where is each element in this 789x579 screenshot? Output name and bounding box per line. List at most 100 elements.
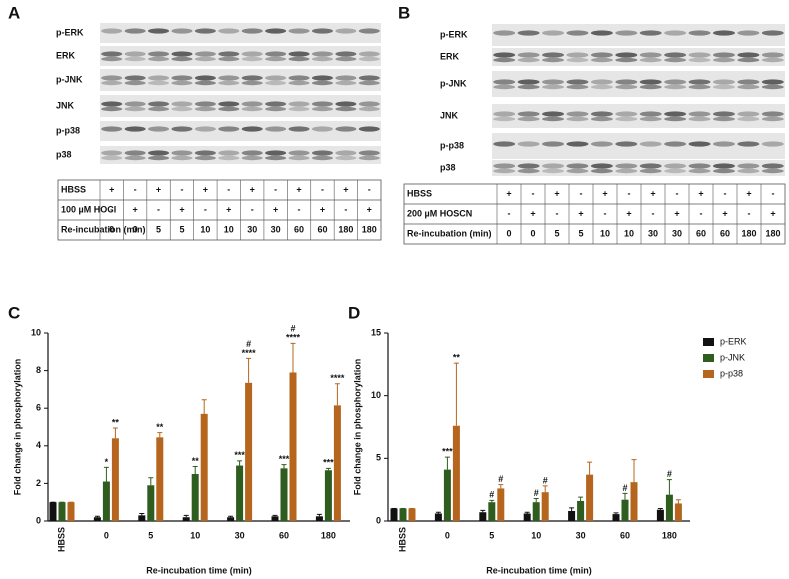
blot-band [590,57,613,63]
blot-band [639,57,662,63]
blot-band [664,168,687,174]
blot-band [590,52,613,58]
blot-label: p38 [440,162,456,172]
blot-band [615,116,638,122]
blot-band [101,51,123,57]
blot-band [542,52,565,58]
blot-band [265,51,287,57]
cell: 0 [530,228,535,238]
cell: - [700,208,703,218]
significance: *** [323,458,334,468]
blot-band [517,30,540,36]
blot-band [148,51,170,57]
y-tick-label: 15 [371,327,381,337]
error-bar [94,515,100,518]
blot-band [737,141,760,147]
blot-band [664,79,687,85]
blot-band [493,79,516,85]
blot-band [288,126,310,132]
cell: - [772,188,775,198]
error-bar [613,512,619,515]
blot-band [288,80,310,86]
row-label: 200 µM HOSCN [407,208,472,218]
cell: - [652,208,655,218]
cell: 180 [362,224,377,234]
blot-band [124,155,146,161]
blot-band [148,101,170,107]
blot-band [288,51,310,57]
blot-band [517,111,540,117]
blot-band [737,30,760,36]
cell: + [179,204,184,214]
blot-band [358,51,380,57]
cell: + [626,208,631,218]
significance: # [534,488,539,498]
blot-band [265,56,287,62]
x-tick-label: 5 [489,530,494,540]
cell: - [110,204,113,214]
cell: 30 [247,224,257,234]
blot-band [517,168,540,174]
blot-band [542,111,565,117]
blot-band [265,75,287,81]
cell: - [344,204,347,214]
x-axis-label: Re-incubation time (min) [486,565,592,575]
bar [621,499,629,521]
error-bar [157,432,163,438]
error-bar [290,342,296,373]
bar [200,413,208,521]
blot-band [148,28,170,34]
table-border [57,179,382,241]
blot-band [101,28,123,34]
cell: 30 [271,224,281,234]
cell: + [650,188,655,198]
bar [333,405,341,521]
blot-band [737,116,760,122]
blot-band [712,57,735,63]
cell: + [296,184,301,194]
error-bar [524,511,530,514]
blot-band [493,141,516,147]
blot-band [171,80,193,86]
cell: + [250,184,255,194]
x-tick-label: 30 [576,530,586,540]
blot-label: p38 [56,149,72,159]
blot-band [241,75,263,81]
blot-strip [100,46,381,66]
cell: + [554,188,559,198]
blot-band [737,111,760,117]
blot-band [241,155,263,161]
blot-band [241,28,263,34]
significance: # [489,490,494,500]
error-bar [453,362,459,426]
blot-band [358,155,380,161]
error-bar [675,499,681,504]
blot-band [241,106,263,112]
cell: - [204,204,207,214]
blot-band [241,51,263,57]
blot-band [194,28,216,34]
error-bar [192,465,198,474]
blot-band [688,30,711,36]
blot-band [566,30,589,36]
blot-band [737,163,760,169]
blot-band [566,116,589,122]
blot-band [335,150,357,156]
blot-band [566,52,589,58]
cell: - [368,184,371,194]
cell: - [676,188,679,198]
blot-band [194,56,216,62]
cell: 5 [578,228,583,238]
blot-band [590,84,613,90]
blot-strip [492,104,785,128]
blot-band [358,101,380,107]
blot-band [148,126,170,132]
blot-band [335,56,357,62]
bar [630,482,638,521]
blot-band [615,163,638,169]
blot-band [124,80,146,86]
blot-band [335,126,357,132]
blot-strip [100,121,381,141]
blot-band [218,150,240,156]
blot-band [542,163,565,169]
